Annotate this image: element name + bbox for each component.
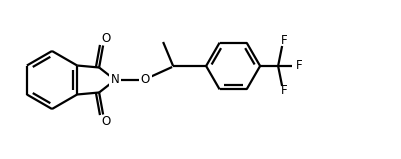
Text: O: O (101, 32, 110, 45)
Text: O: O (101, 115, 110, 128)
Text: F: F (280, 35, 287, 48)
Text: N: N (110, 73, 119, 86)
Text: O: O (140, 73, 149, 86)
Text: F: F (295, 59, 302, 73)
Text: F: F (280, 84, 287, 97)
